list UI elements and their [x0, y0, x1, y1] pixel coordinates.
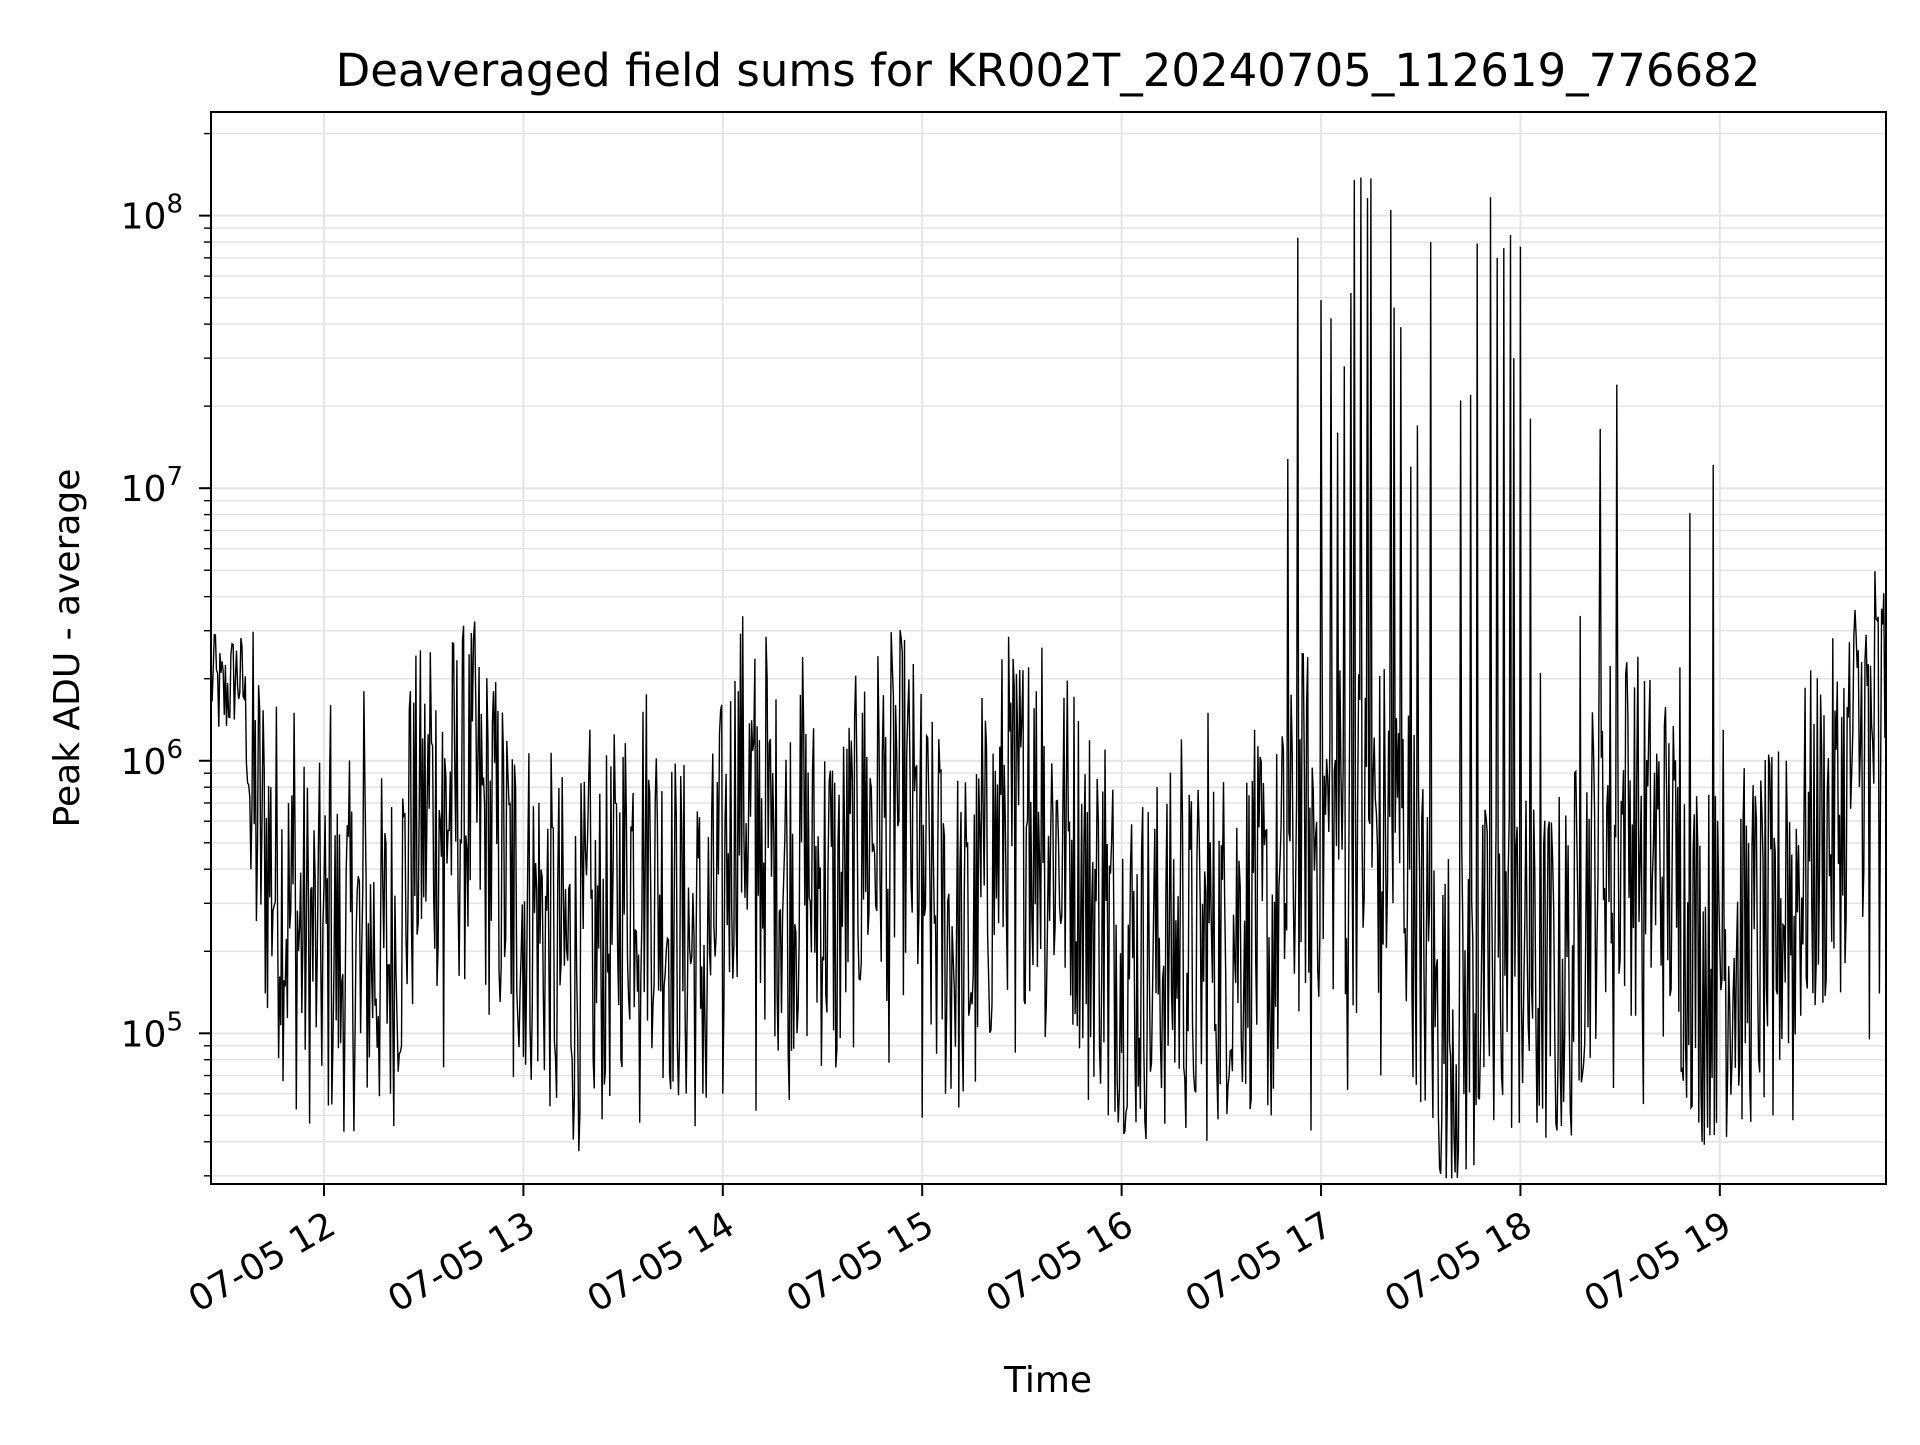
plot-area — [211, 177, 1886, 1179]
y-axis: 105 106 107 108 — [121, 132, 211, 1177]
y-tick-label: 105 — [121, 1007, 183, 1055]
plot-frame — [210, 111, 1887, 1185]
y-tick-label: 107 — [121, 462, 183, 510]
chart-title: Deaveraged field sums for KR002T_2024070… — [336, 44, 1761, 97]
y-tick-label: 108 — [121, 190, 183, 238]
y-axis-label: Peak ADU - average — [47, 469, 88, 828]
y-tick-label: 106 — [121, 735, 183, 783]
x-axis-label: Time — [1003, 1360, 1092, 1401]
series-line — [211, 177, 1886, 1179]
